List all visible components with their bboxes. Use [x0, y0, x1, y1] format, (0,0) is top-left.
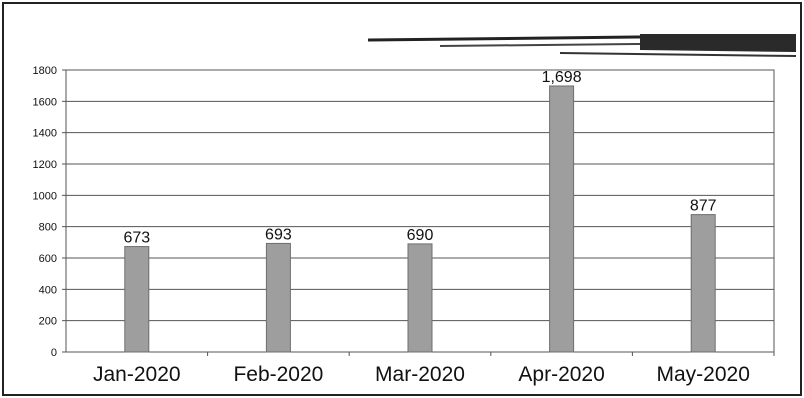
y-tick-label: 1400: [33, 128, 57, 140]
x-axis: Jan-2020 Feb-2020 Mar-2020 Apr-2020 May-2020: [93, 352, 775, 386]
y-tick-label: 800: [39, 222, 57, 234]
y-tick-label: 1200: [33, 159, 57, 171]
bar-jan-2020: [124, 246, 150, 353]
data-labels: 673 693 690 1,698 877: [123, 69, 716, 247]
data-label-mar-2020: 690: [407, 227, 434, 244]
bar-feb-2020: [265, 242, 291, 353]
x-tick-label: Apr-2020: [518, 363, 604, 386]
x-tick-label: Jan-2020: [93, 363, 181, 386]
y-tick-label: 1000: [33, 190, 57, 202]
y-tick-label: 400: [39, 284, 57, 296]
bars: [124, 85, 716, 353]
y-tick-label: 1600: [33, 96, 57, 108]
x-tick-label: Feb-2020: [233, 363, 323, 386]
data-label-apr-2020: 1,698: [542, 69, 582, 86]
x-tick-label: Mar-2020: [375, 363, 465, 386]
x-tick-label: May-2020: [657, 363, 750, 386]
y-tick-label: 1800: [33, 65, 57, 77]
data-label-jan-2020: 673: [123, 230, 150, 247]
bar-mar-2020: [407, 243, 433, 353]
y-tick-label: 600: [39, 253, 57, 265]
data-label-feb-2020: 693: [265, 226, 292, 243]
y-tick-label: 0: [51, 347, 57, 359]
header-streaks: [367, 34, 797, 57]
bar-apr-2020: [549, 85, 575, 353]
bar-may-2020: [690, 214, 716, 353]
y-tick-label: 200: [39, 316, 57, 328]
y-axis: 0 200 400 600 800 1000 1200 1400 1600 1800: [33, 65, 66, 359]
data-label-may-2020: 877: [690, 198, 717, 215]
